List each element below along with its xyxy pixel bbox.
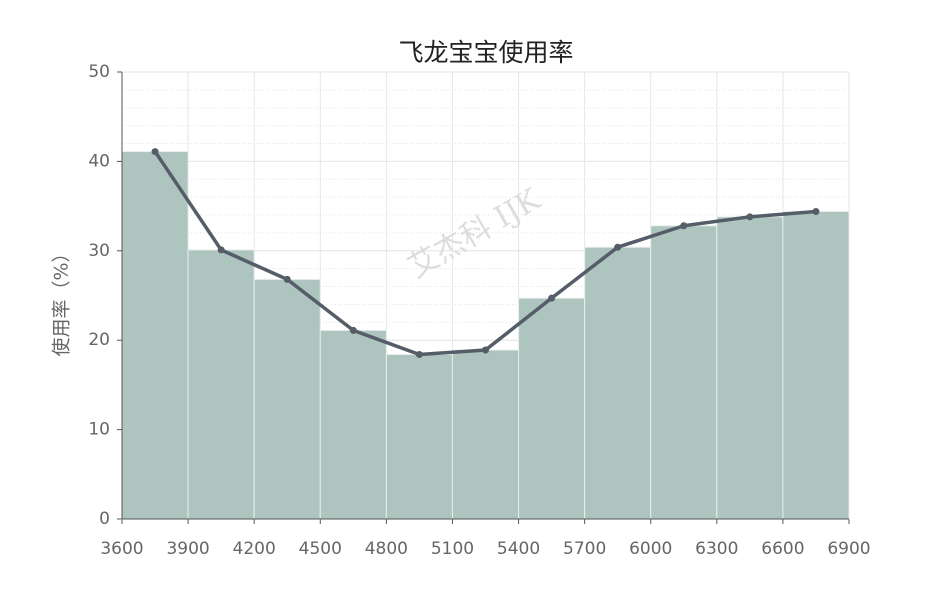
y-tick-label: 50 (88, 62, 110, 82)
x-tick-label: 5700 (563, 539, 606, 559)
line-point (548, 294, 556, 302)
x-tick-label: 6600 (761, 539, 804, 559)
y-tick-label: 10 (88, 420, 110, 440)
bar (518, 297, 586, 520)
x-tick-label: 5100 (431, 539, 474, 559)
y-tick-label: 20 (88, 330, 110, 350)
x-tick-label: 5400 (497, 539, 540, 559)
x-tick-label: 3600 (100, 539, 143, 559)
bar (451, 349, 520, 520)
bar (650, 225, 718, 520)
line-point (614, 243, 622, 251)
bar (782, 210, 850, 520)
bar (385, 354, 453, 520)
x-tick-label: 3900 (166, 539, 209, 559)
line-point (746, 213, 754, 221)
bar (121, 151, 189, 520)
y-tick-label: 40 (88, 151, 110, 171)
line-point (415, 351, 423, 359)
line-point (283, 275, 291, 283)
x-tick-label: 4500 (299, 539, 342, 559)
bar (319, 329, 387, 520)
line-point (349, 326, 357, 334)
line-point (812, 207, 820, 215)
line-point (217, 246, 225, 254)
x-tick-label: 4800 (365, 539, 408, 559)
chart-title: 飞龙宝宝使用率 (398, 38, 573, 67)
bar (253, 278, 321, 520)
y-tick-label: 30 (88, 241, 110, 261)
bar (716, 216, 784, 520)
bar (187, 249, 255, 520)
bar (584, 246, 652, 520)
y-axis-label: 使用率（%） (51, 243, 73, 356)
y-tick-label: 0 (99, 509, 110, 529)
line-point (482, 346, 489, 354)
x-tick-label: 6000 (629, 539, 672, 559)
line-point (151, 148, 159, 156)
x-tick-label: 6900 (827, 539, 870, 559)
x-tick-label: 4200 (233, 539, 276, 559)
x-tick-label: 6300 (695, 539, 738, 559)
line-point (680, 222, 688, 230)
